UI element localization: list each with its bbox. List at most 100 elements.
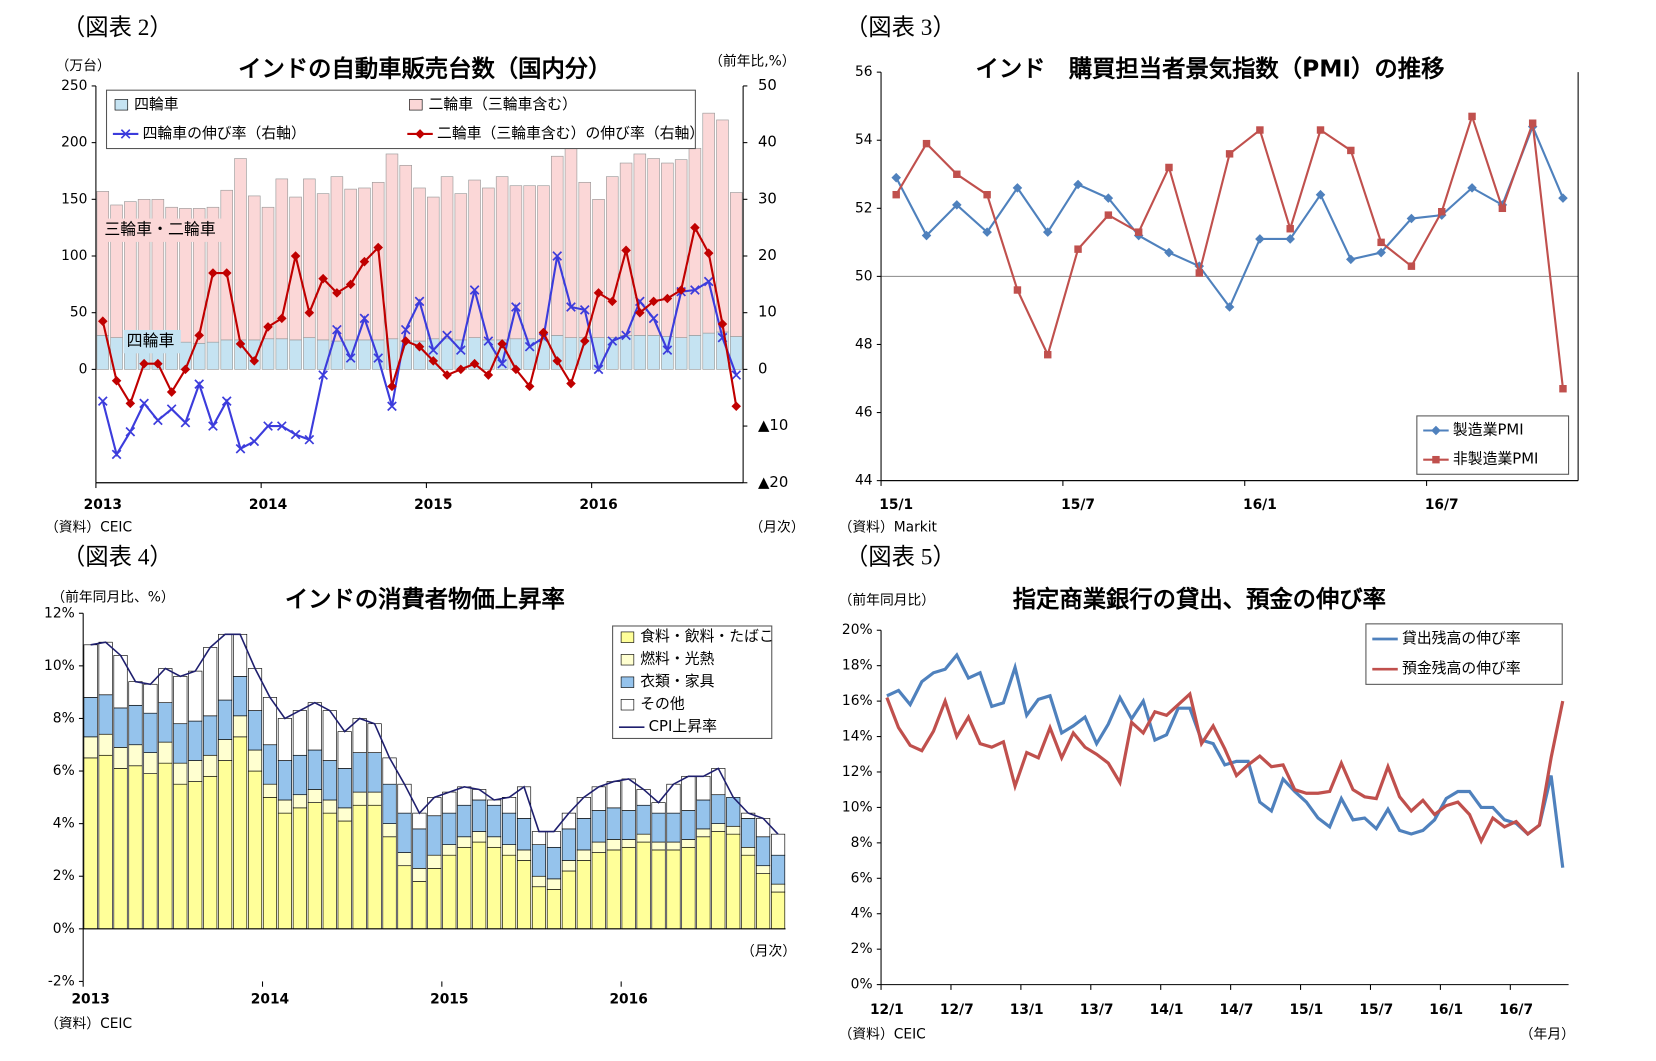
marker bbox=[511, 364, 521, 375]
x-tick-label: 2016 bbox=[579, 497, 617, 513]
marker bbox=[414, 341, 425, 352]
bar bbox=[509, 185, 523, 340]
bar bbox=[666, 849, 681, 930]
y-tick-label: 12% bbox=[842, 764, 873, 780]
marker bbox=[579, 305, 590, 315]
bar bbox=[385, 153, 399, 340]
bar bbox=[621, 846, 636, 930]
bar bbox=[591, 841, 606, 853]
bar bbox=[188, 720, 203, 761]
bar bbox=[427, 196, 440, 340]
bar bbox=[128, 704, 143, 746]
bar bbox=[367, 791, 382, 806]
marker bbox=[1316, 126, 1325, 134]
bar bbox=[128, 681, 143, 706]
marker bbox=[524, 341, 535, 352]
figure-label: （図表 4） bbox=[62, 544, 173, 571]
marker bbox=[983, 190, 991, 199]
bar bbox=[307, 702, 322, 751]
x-tick-label: 16/1 bbox=[1429, 1002, 1463, 1018]
x-tick-label: 13/7 bbox=[1080, 1002, 1114, 1018]
bar bbox=[261, 206, 275, 340]
marker bbox=[139, 358, 149, 369]
bar bbox=[606, 176, 619, 338]
bar bbox=[247, 770, 263, 930]
marker bbox=[469, 358, 480, 369]
bar bbox=[427, 868, 442, 930]
marker bbox=[621, 330, 631, 341]
x-tick-label: 2014 bbox=[251, 991, 289, 1007]
bar bbox=[337, 731, 352, 769]
bar bbox=[427, 815, 442, 856]
bar bbox=[711, 831, 726, 930]
bar bbox=[247, 668, 263, 711]
x-tick-label: 12/7 bbox=[940, 1002, 974, 1018]
legend-swatch bbox=[620, 654, 635, 666]
bar bbox=[523, 185, 536, 340]
bar bbox=[591, 810, 606, 843]
x-tick-label: 2016 bbox=[609, 991, 647, 1007]
marker bbox=[208, 421, 218, 431]
legend-label: 貸出残高の伸び率 bbox=[1402, 629, 1521, 647]
bar bbox=[277, 812, 292, 930]
marker bbox=[359, 313, 370, 324]
bar bbox=[531, 886, 547, 930]
bar bbox=[218, 760, 233, 930]
bar bbox=[277, 760, 292, 801]
bar bbox=[397, 852, 412, 867]
bar bbox=[344, 188, 357, 341]
bar bbox=[277, 718, 292, 761]
y-tick-label: 52 bbox=[855, 200, 873, 216]
legend-label: その他 bbox=[640, 695, 685, 713]
marker bbox=[318, 370, 328, 380]
legend-label: 製造業PMI bbox=[1453, 421, 1524, 439]
y-tick-label: 10% bbox=[842, 799, 873, 815]
marker bbox=[153, 358, 163, 369]
x-tick-label: 15/1 bbox=[1289, 1002, 1323, 1018]
y-tick-label: 46 bbox=[855, 405, 873, 421]
bar bbox=[382, 836, 397, 930]
bar bbox=[666, 812, 681, 843]
marker bbox=[180, 364, 191, 375]
y-tick-label: 0% bbox=[53, 921, 75, 937]
bar bbox=[546, 846, 561, 880]
x-tick-label: 12/1 bbox=[870, 1002, 904, 1018]
marker bbox=[524, 381, 535, 392]
bar bbox=[113, 707, 128, 748]
bar bbox=[203, 647, 218, 717]
bar bbox=[472, 799, 487, 832]
marker bbox=[400, 324, 411, 335]
marker bbox=[277, 313, 287, 324]
marker bbox=[1467, 183, 1477, 193]
bar bbox=[98, 694, 113, 735]
bar bbox=[482, 187, 495, 341]
bar bbox=[412, 868, 427, 882]
marker bbox=[1286, 225, 1294, 233]
line bbox=[886, 652, 1565, 868]
y2-tick-label: ▲10 bbox=[758, 416, 788, 434]
marker bbox=[1377, 238, 1385, 247]
bar bbox=[651, 802, 666, 814]
bar bbox=[412, 812, 427, 830]
marker bbox=[1164, 247, 1174, 258]
marker bbox=[1073, 179, 1083, 190]
bar bbox=[128, 744, 143, 767]
bar bbox=[674, 337, 688, 370]
bar bbox=[337, 807, 352, 822]
bar bbox=[636, 841, 651, 930]
bar bbox=[83, 697, 98, 738]
marker bbox=[538, 327, 549, 338]
bar bbox=[188, 760, 203, 782]
marker bbox=[1559, 385, 1567, 393]
bar bbox=[592, 198, 605, 338]
marker bbox=[1376, 247, 1386, 258]
bar bbox=[681, 839, 696, 848]
bar bbox=[220, 339, 233, 370]
marker bbox=[1103, 193, 1114, 203]
y-tick-label: 4% bbox=[851, 906, 873, 922]
bar bbox=[516, 860, 532, 930]
bar bbox=[487, 804, 502, 838]
bar bbox=[681, 775, 696, 811]
y-unit: （前年同月比、%） bbox=[51, 588, 174, 605]
